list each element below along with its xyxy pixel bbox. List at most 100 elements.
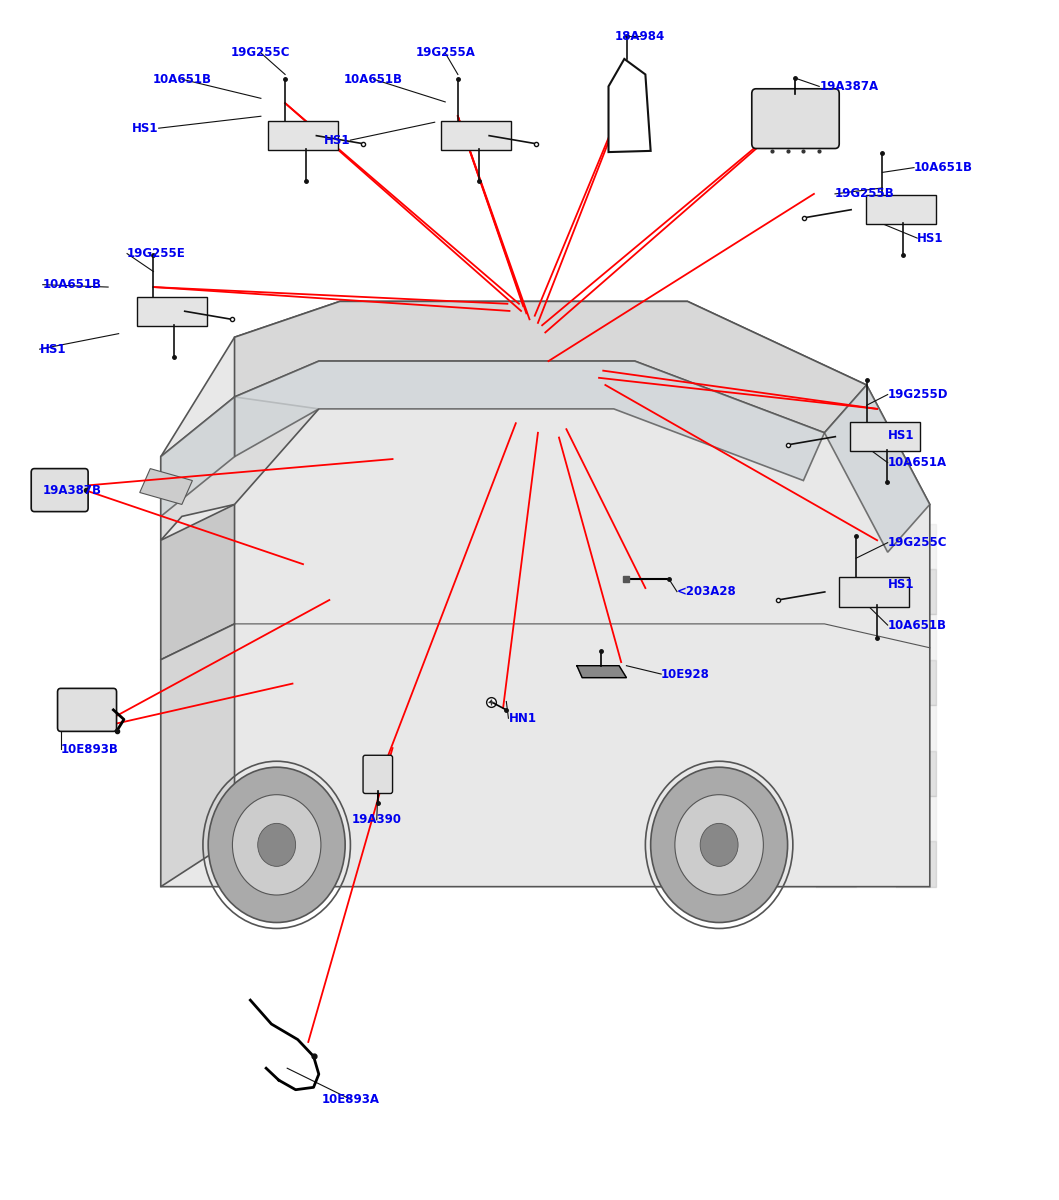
Text: HS1: HS1 <box>39 343 66 355</box>
Circle shape <box>650 767 788 923</box>
Text: 18A984: 18A984 <box>615 30 665 43</box>
Text: 19G255E: 19G255E <box>127 247 185 260</box>
Bar <box>656 523 696 569</box>
Text: 10A651B: 10A651B <box>887 618 947 631</box>
Bar <box>656 750 696 796</box>
Bar <box>896 750 936 796</box>
Polygon shape <box>161 397 234 516</box>
Bar <box>656 614 696 660</box>
Bar <box>896 660 936 706</box>
Bar <box>696 660 736 706</box>
Text: 19G255A: 19G255A <box>415 47 475 60</box>
Bar <box>856 841 896 887</box>
Text: HN1: HN1 <box>508 712 537 725</box>
FancyBboxPatch shape <box>442 121 511 150</box>
Bar <box>776 706 816 750</box>
Polygon shape <box>161 504 234 660</box>
Text: HS1: HS1 <box>887 578 914 590</box>
Bar <box>696 706 736 750</box>
Bar <box>696 841 736 887</box>
Text: HS1: HS1 <box>887 428 914 442</box>
Text: 10A651B: 10A651B <box>914 161 973 174</box>
Bar <box>816 660 856 706</box>
Bar <box>696 614 736 660</box>
Bar <box>856 660 896 706</box>
Bar <box>776 523 816 569</box>
Text: 10E928: 10E928 <box>661 667 710 680</box>
Bar <box>696 523 736 569</box>
Bar <box>816 706 856 750</box>
Bar <box>856 523 896 569</box>
Polygon shape <box>825 385 930 552</box>
Text: 19G255B: 19G255B <box>834 187 895 200</box>
Bar <box>856 569 896 614</box>
FancyBboxPatch shape <box>57 689 116 731</box>
Bar <box>656 660 696 706</box>
Circle shape <box>675 794 764 895</box>
Circle shape <box>700 823 738 866</box>
Bar <box>696 569 736 614</box>
Text: scuderia
car parts: scuderia car parts <box>220 526 586 674</box>
Text: 10A651B: 10A651B <box>152 73 212 85</box>
FancyBboxPatch shape <box>752 89 839 149</box>
Bar <box>776 750 816 796</box>
Bar <box>776 614 816 660</box>
Bar <box>816 569 856 614</box>
Bar <box>816 750 856 796</box>
FancyBboxPatch shape <box>850 422 920 451</box>
Text: HS1: HS1 <box>132 121 159 134</box>
FancyBboxPatch shape <box>268 121 338 150</box>
FancyBboxPatch shape <box>137 296 207 326</box>
Text: 19G255C: 19G255C <box>887 536 947 550</box>
Bar <box>896 614 936 660</box>
Bar <box>896 841 936 887</box>
Polygon shape <box>161 624 234 887</box>
Polygon shape <box>161 301 930 887</box>
Bar <box>656 841 696 887</box>
Bar <box>896 523 936 569</box>
FancyBboxPatch shape <box>840 577 910 606</box>
Text: 10E893B: 10E893B <box>60 743 119 756</box>
FancyBboxPatch shape <box>363 755 393 793</box>
Bar <box>776 660 816 706</box>
Bar <box>656 569 696 614</box>
Bar <box>736 750 776 796</box>
Text: 19A390: 19A390 <box>352 814 401 827</box>
Bar <box>736 796 776 841</box>
Bar <box>856 796 896 841</box>
Bar <box>656 706 696 750</box>
Polygon shape <box>161 397 319 540</box>
FancyBboxPatch shape <box>31 469 88 511</box>
Bar <box>776 796 816 841</box>
Bar <box>856 750 896 796</box>
Polygon shape <box>609 59 650 152</box>
Text: 10E893A: 10E893A <box>322 1093 379 1105</box>
Bar <box>816 523 856 569</box>
Bar <box>736 706 776 750</box>
Polygon shape <box>234 301 866 433</box>
Bar <box>896 796 936 841</box>
Text: 19G255C: 19G255C <box>231 47 290 60</box>
Bar <box>736 569 776 614</box>
Circle shape <box>232 794 321 895</box>
Bar <box>656 796 696 841</box>
FancyBboxPatch shape <box>865 196 935 224</box>
Bar <box>696 750 736 796</box>
Bar <box>696 796 736 841</box>
Bar <box>856 706 896 750</box>
Bar <box>896 569 936 614</box>
Text: HS1: HS1 <box>917 232 944 245</box>
Bar <box>856 614 896 660</box>
Text: 10A651A: 10A651A <box>887 456 947 469</box>
Bar <box>736 614 776 660</box>
Text: 19A387B: 19A387B <box>42 484 102 497</box>
Polygon shape <box>577 666 627 678</box>
Bar <box>736 841 776 887</box>
Text: <203A28: <203A28 <box>677 586 737 598</box>
Circle shape <box>257 823 295 866</box>
Polygon shape <box>140 469 193 504</box>
Bar <box>816 841 856 887</box>
Bar <box>776 841 816 887</box>
Bar <box>736 523 776 569</box>
Bar <box>736 660 776 706</box>
